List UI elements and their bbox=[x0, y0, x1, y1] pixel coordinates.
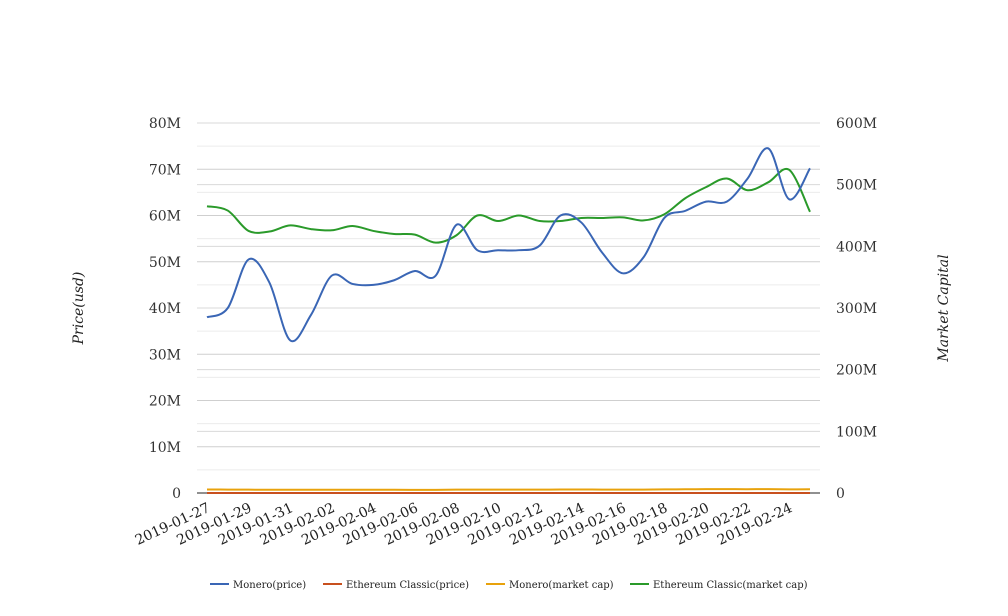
legend-label: Ethereum Classic(market cap) bbox=[653, 580, 808, 591]
left-axis-ticks: 0 10M 20M 30M 40M 50M 60M 70M 80M bbox=[149, 116, 181, 502]
y2-tick-label: 400M bbox=[836, 239, 877, 255]
series-lines bbox=[206, 147, 811, 495]
grid bbox=[197, 122, 820, 471]
y2-tick-label: 0 bbox=[836, 486, 845, 502]
right-axis-ticks: 0 100M 200M 300M 400M 500M 600M bbox=[836, 116, 877, 502]
y-axis-title: Price(usd) bbox=[71, 272, 87, 346]
y2-tick-label: 100M bbox=[836, 424, 877, 440]
y-tick-label: 60M bbox=[149, 209, 181, 225]
series-line-monero-market-cap bbox=[206, 488, 811, 491]
legend-label: Monero(price) bbox=[233, 580, 306, 591]
y-tick-label: 40M bbox=[149, 301, 181, 317]
legend-label: Monero(market cap) bbox=[509, 580, 614, 591]
legend-label: Ethereum Classic(price) bbox=[346, 580, 469, 591]
y-tick-label: 80M bbox=[149, 116, 181, 132]
y2-tick-label: 500M bbox=[836, 178, 877, 194]
y-tick-label: 30M bbox=[149, 347, 181, 363]
legend: Monero(price) Ethereum Classic(price) Mone… bbox=[210, 580, 808, 591]
x-axis-ticks: 2019-01-272019-01-292019-01-312019-02-02… bbox=[133, 500, 795, 549]
series-line-ethereum-classic-market-cap bbox=[206, 167, 811, 244]
y-tick-label: 20M bbox=[149, 394, 181, 410]
series-line-monero-price bbox=[206, 147, 811, 343]
y-tick-label: 70M bbox=[149, 162, 181, 178]
y2-tick-label: 600M bbox=[836, 116, 877, 132]
y-tick-label: 0 bbox=[172, 486, 181, 502]
y2-axis-title: Market Capital bbox=[936, 254, 952, 362]
y2-tick-label: 300M bbox=[836, 301, 877, 317]
y2-tick-label: 200M bbox=[836, 363, 877, 379]
y-tick-label: 50M bbox=[149, 255, 181, 271]
y-tick-label: 10M bbox=[149, 440, 181, 456]
